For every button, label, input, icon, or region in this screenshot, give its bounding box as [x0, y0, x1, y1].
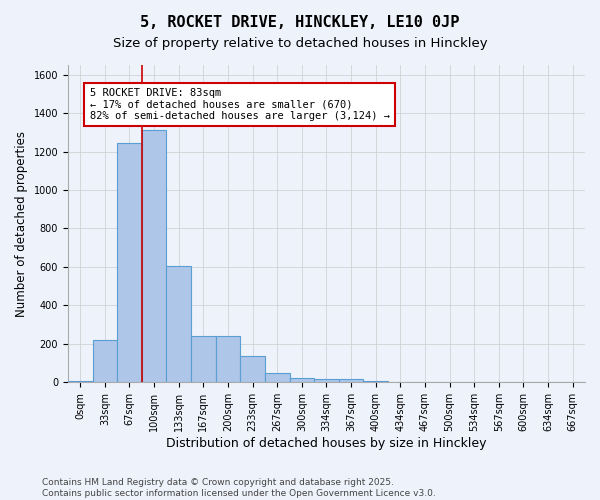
Bar [166, 266, 191, 382]
Text: 5, ROCKET DRIVE, HINCKLEY, LE10 0JP: 5, ROCKET DRIVE, HINCKLEY, LE10 0JP [140, 15, 460, 30]
Text: Contains HM Land Registry data © Crown copyright and database right 2025.
Contai: Contains HM Land Registry data © Crown c… [42, 478, 436, 498]
Bar [92, 340, 117, 382]
Bar [240, 356, 265, 382]
Bar [339, 378, 364, 382]
Text: 5 ROCKET DRIVE: 83sqm
← 17% of detached houses are smaller (670)
82% of semi-det: 5 ROCKET DRIVE: 83sqm ← 17% of detached … [89, 88, 389, 122]
Bar [290, 378, 314, 382]
Bar [142, 130, 166, 382]
Bar [265, 372, 290, 382]
Bar [191, 336, 215, 382]
Bar [215, 336, 240, 382]
Text: Size of property relative to detached houses in Hinckley: Size of property relative to detached ho… [113, 38, 487, 51]
Bar [314, 378, 339, 382]
Y-axis label: Number of detached properties: Number of detached properties [15, 130, 28, 316]
X-axis label: Distribution of detached houses by size in Hinckley: Distribution of detached houses by size … [166, 437, 487, 450]
Bar [117, 143, 142, 382]
